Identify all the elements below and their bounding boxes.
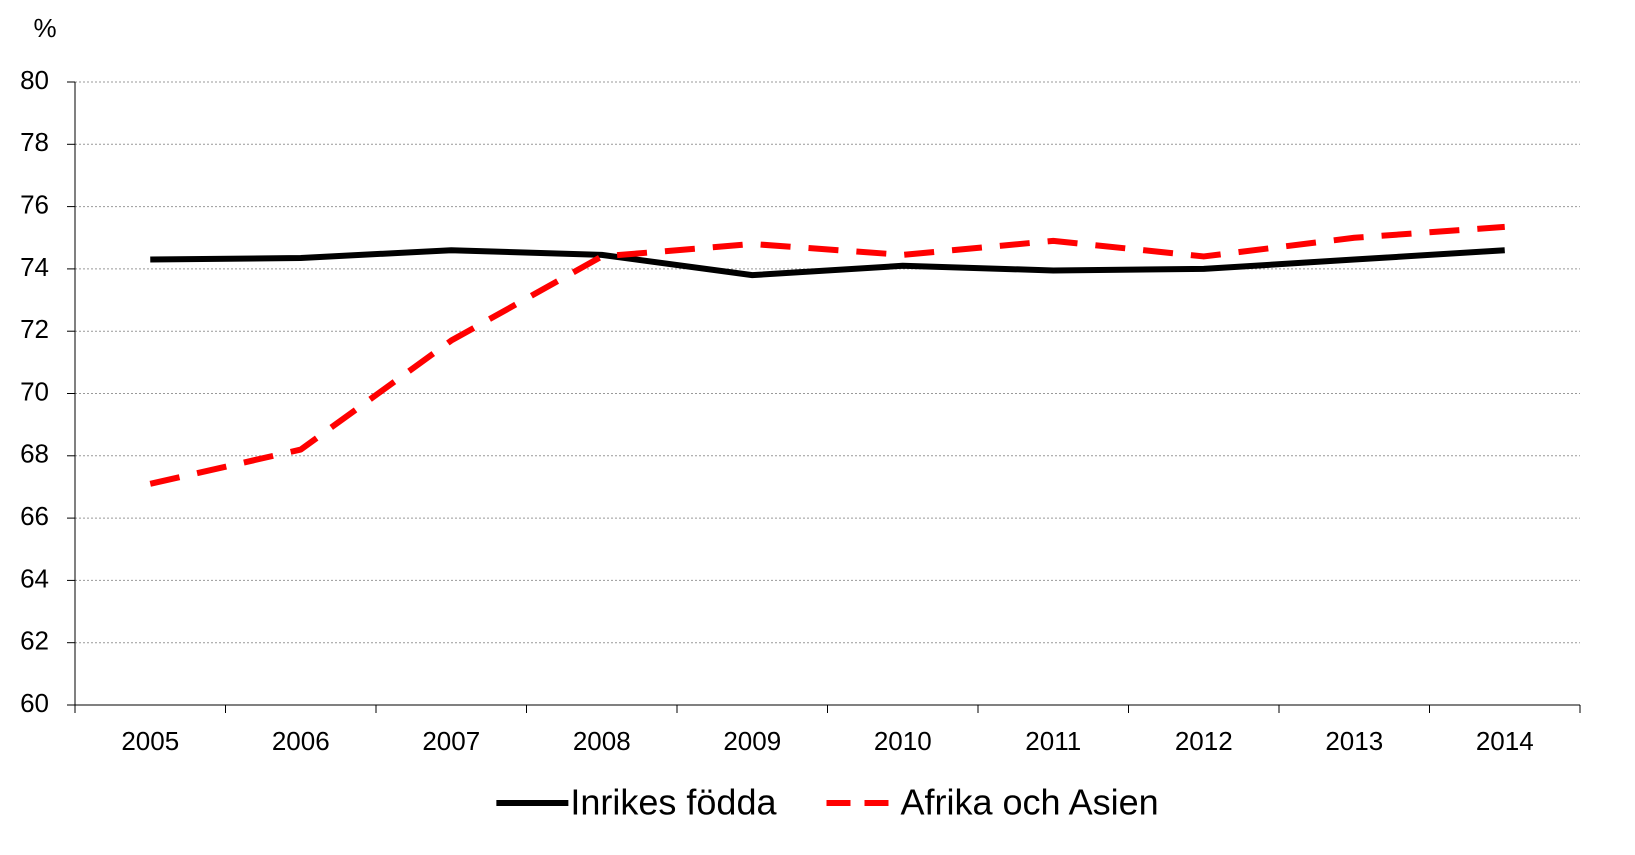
x-tick-label: 2006 [272, 726, 330, 756]
legend-item: Inrikes födda [496, 782, 777, 823]
y-tick-label: 76 [20, 189, 49, 219]
series-line [150, 247, 1505, 279]
y-tick-label: 62 [20, 626, 49, 656]
x-tick-label: 2011 [1025, 726, 1081, 756]
y-tick-label: 80 [20, 65, 49, 95]
x-tick-label: 2012 [1175, 726, 1233, 756]
y-tick-label: 78 [20, 127, 49, 157]
y-tick-label: 68 [20, 439, 49, 469]
x-tick-label: 2009 [723, 726, 781, 756]
y-tick-label: 60 [20, 688, 49, 718]
y-tick-label: 64 [20, 563, 49, 593]
x-tick-label: 2013 [1325, 726, 1383, 756]
y-tick-label: 66 [20, 501, 49, 531]
x-tick-label: 2014 [1476, 726, 1534, 756]
series-line [149, 223, 1505, 487]
x-tick-label: 2007 [422, 726, 480, 756]
legend-label: Afrika och Asien [900, 782, 1158, 823]
y-tick-label: 70 [20, 376, 49, 406]
y-tick-label: 74 [20, 252, 49, 282]
y-tick-label: 72 [20, 314, 49, 344]
legend: Inrikes födda Afrika och Asien [496, 782, 1159, 823]
x-tick-label: 2008 [573, 726, 631, 756]
x-tick-label: 2010 [874, 726, 932, 756]
y-axis-label: % [33, 13, 56, 43]
legend-label: Inrikes födda [570, 782, 777, 823]
legend-item: Afrika och Asien [826, 782, 1159, 823]
x-tick-label: 2005 [121, 726, 179, 756]
